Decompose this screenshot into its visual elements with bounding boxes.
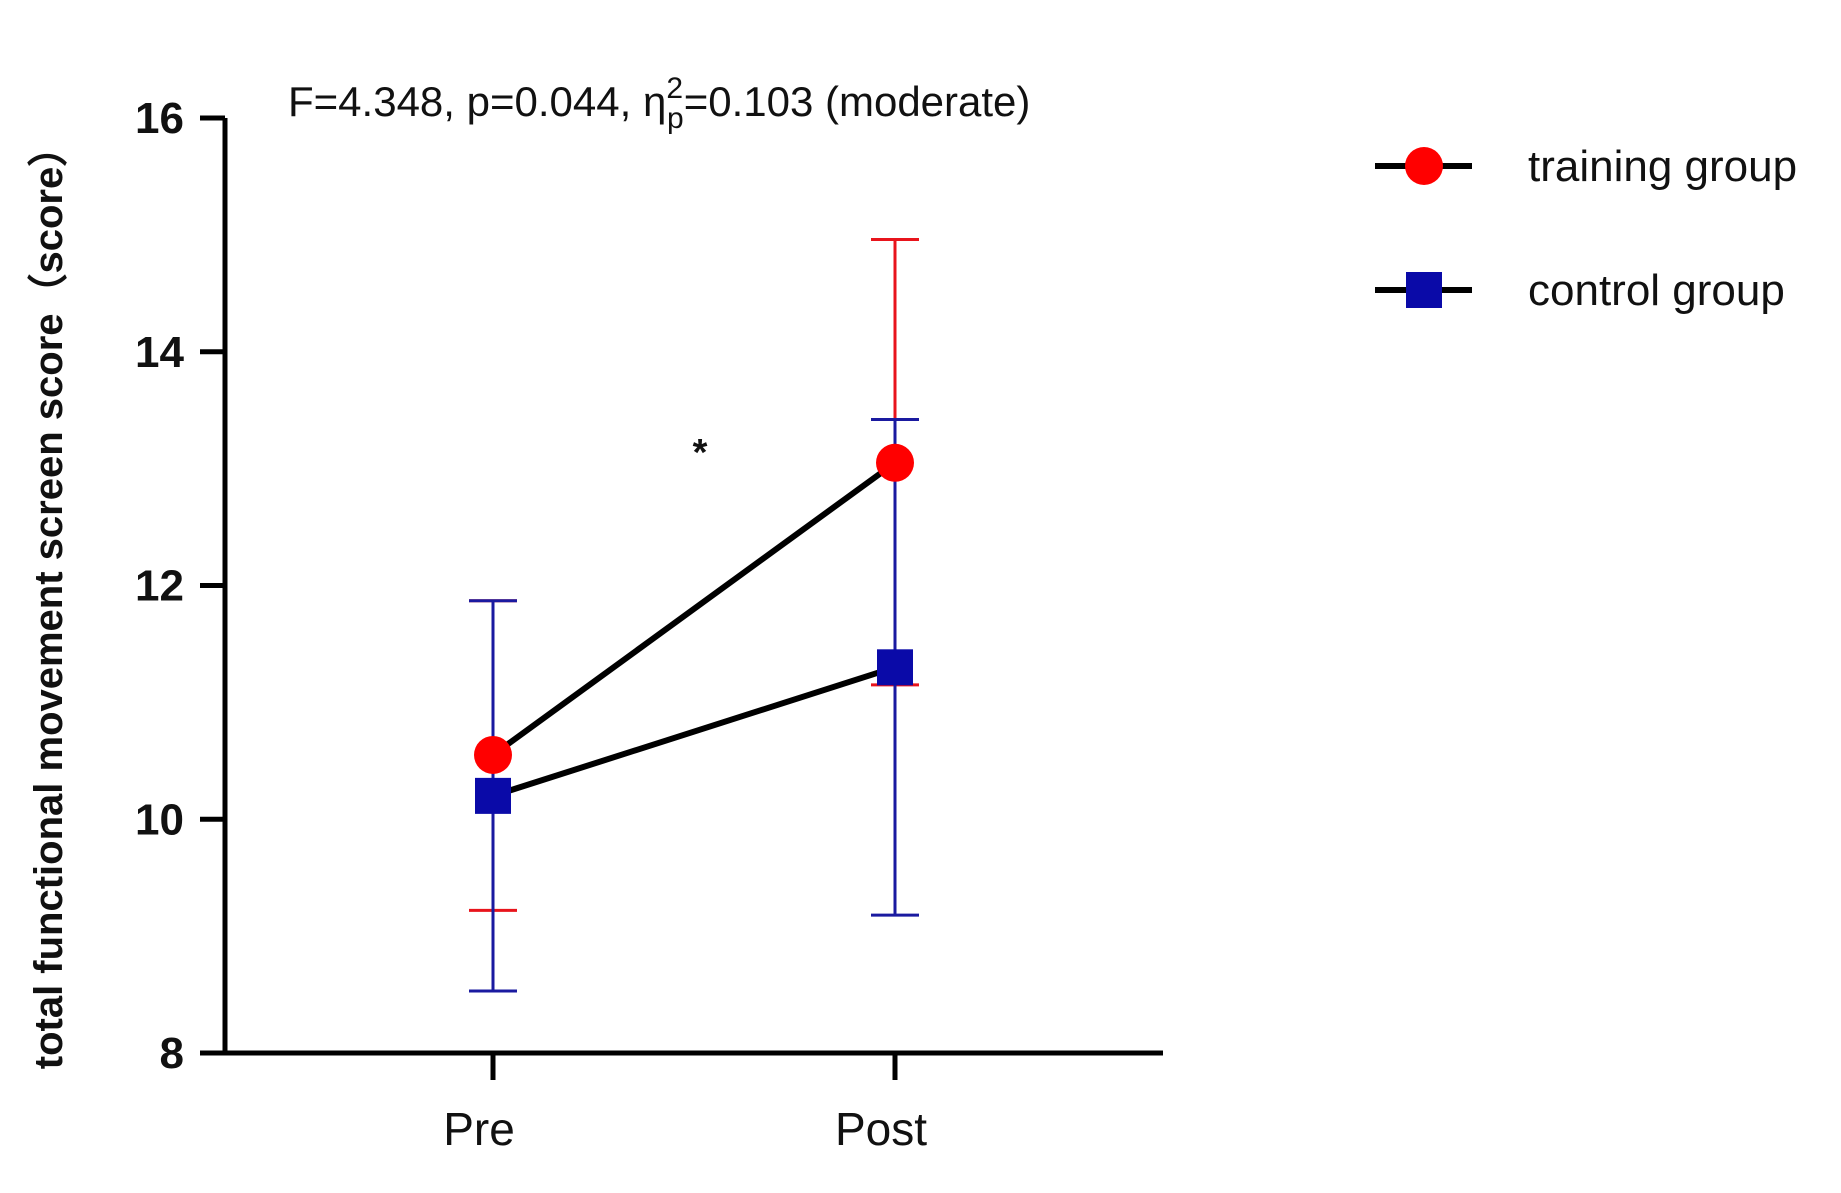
series-line-training: [491, 460, 897, 758]
error-bars-control: [469, 418, 919, 993]
stats-annotation-suffix: =0.103 (moderate): [684, 78, 1031, 125]
legend-marker-training: [1405, 147, 1443, 185]
stats-annotation-prefix: F=4.348, p=0.044, η: [288, 78, 666, 125]
stats-annotation-sup: 2: [666, 72, 683, 105]
series-layer: [469, 238, 919, 993]
series-line-control: [492, 664, 896, 799]
error-bars-training: [469, 238, 919, 912]
y-axis-title: total functional movement screen score（s…: [27, 127, 71, 1070]
data-point-training: [474, 735, 512, 774]
y-tick-label: 16: [135, 94, 184, 143]
y-tick-label: 12: [135, 562, 184, 611]
data-point-control: [475, 777, 511, 814]
significance-marker: *: [693, 432, 708, 474]
x-tick-label: Pre: [443, 1103, 515, 1155]
y-tick-label: 14: [135, 328, 184, 377]
data-point-control: [877, 649, 913, 686]
x-tick-label: Post: [835, 1103, 927, 1155]
legend-marker-control: [1406, 272, 1442, 308]
legend: training group control group: [1375, 142, 1797, 315]
stats-annotation: F=4.348, p=0.044, η2 p=0.103 (moderate): [288, 72, 1030, 135]
y-tick-label: 10: [135, 795, 184, 844]
stats-annotation-sub: p: [667, 102, 684, 135]
legend-label-control: control group: [1528, 266, 1785, 315]
legend-label-training: training group: [1528, 142, 1797, 191]
data-point-training: [876, 443, 914, 482]
axis-ticks: 8 10 12 14 16 Pre Post: [135, 94, 927, 1155]
y-tick-label: 8: [160, 1029, 184, 1078]
